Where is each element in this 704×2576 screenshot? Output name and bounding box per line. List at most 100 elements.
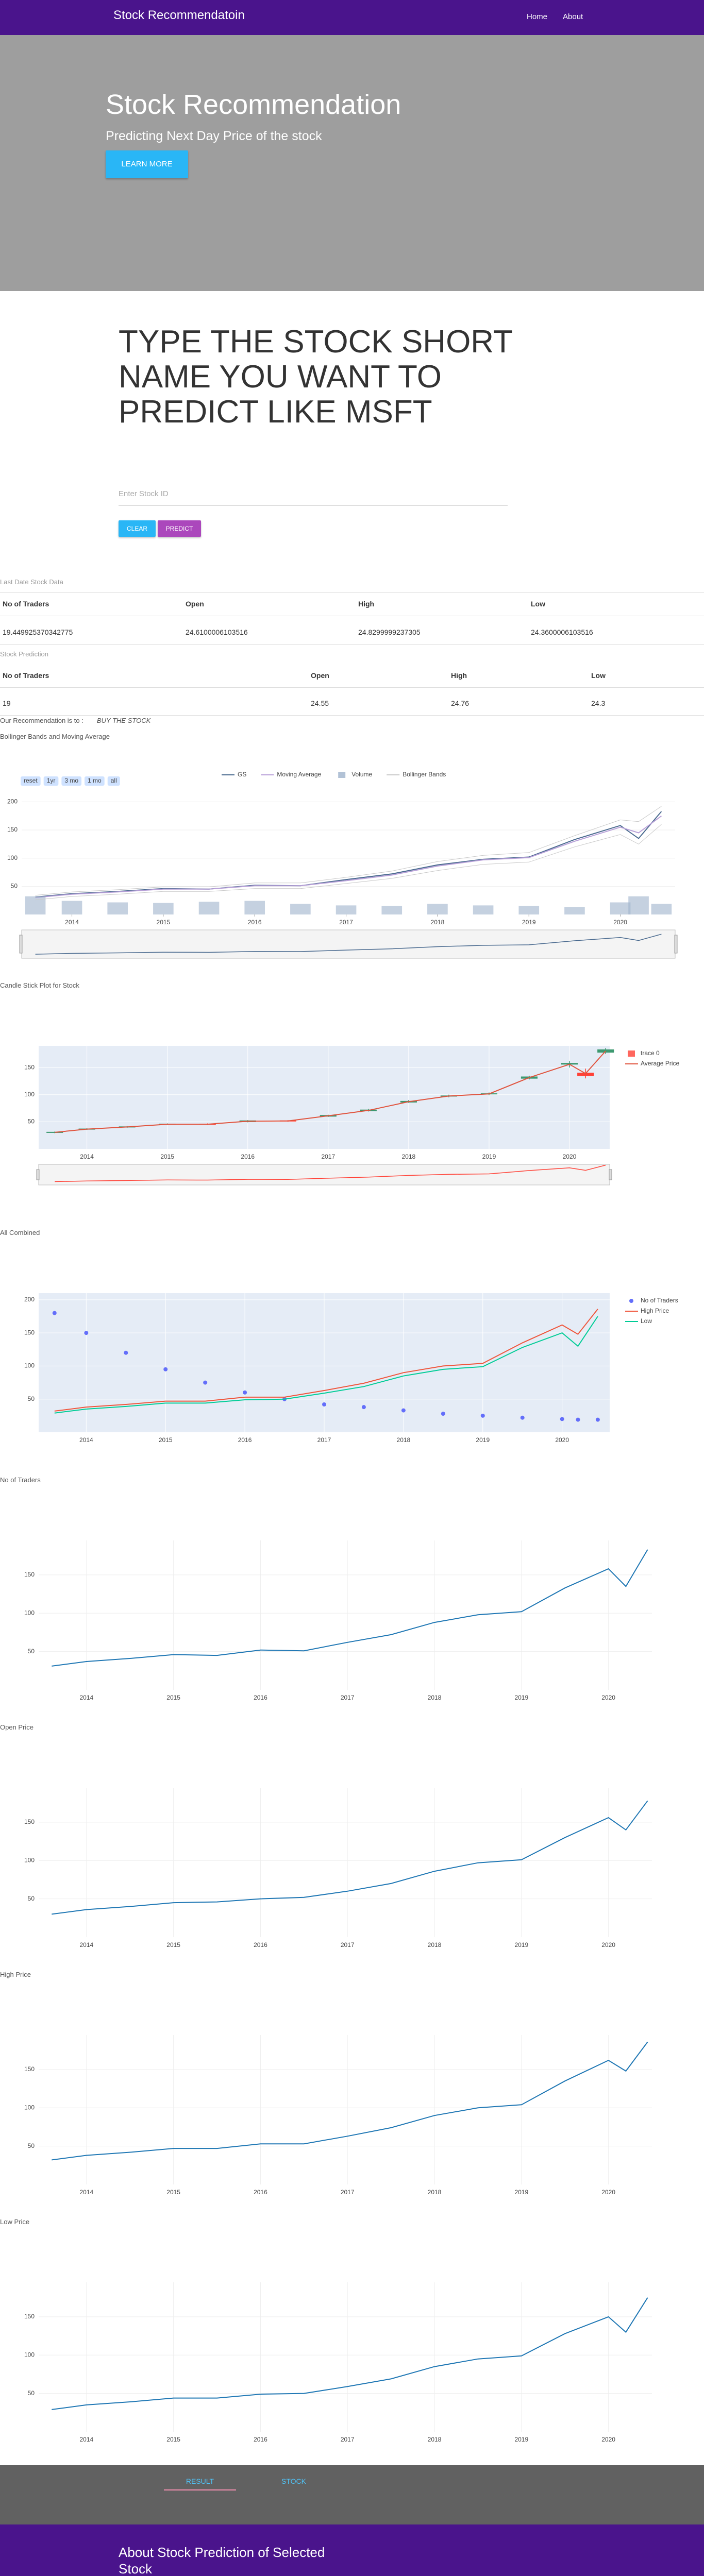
x-tick-label: 2015 xyxy=(157,919,171,926)
footer-link[interactable]: RESULT xyxy=(164,2477,236,2490)
x-tick-label: 2014 xyxy=(79,1436,93,1444)
hero-title: Stock Recommendation xyxy=(106,89,401,120)
legend-label[interactable]: Average Price xyxy=(641,1060,679,1067)
x-tick-label: 2020 xyxy=(613,919,627,926)
table-row: 19.449925370342775 24.6100006103516 24.8… xyxy=(0,621,704,645)
legend-label[interactable]: GS xyxy=(238,771,246,778)
y-tick-label: 50 xyxy=(11,883,18,890)
range-button[interactable]: 1 mo xyxy=(85,776,105,786)
x-tick-label: 2016 xyxy=(241,1153,255,1160)
legend-label[interactable]: Moving Average xyxy=(277,771,321,778)
y-tick-label: 100 xyxy=(24,1091,35,1098)
marker xyxy=(52,1311,57,1315)
line xyxy=(35,811,662,898)
x-tick-label: 2020 xyxy=(601,2436,615,2443)
chart-title: Bollinger Bands and Moving Average xyxy=(0,733,110,740)
slider-handle[interactable] xyxy=(674,935,678,954)
x-tick-label: 2015 xyxy=(160,1153,174,1160)
brand[interactable]: Stock Recommendatoin xyxy=(113,8,245,22)
x-tick-label: 2018 xyxy=(428,1941,442,1948)
chart-title: All Combined xyxy=(0,1229,40,1236)
learn-more-button[interactable]: LEARN MORE xyxy=(106,150,188,178)
stock-input[interactable]: Enter Stock ID xyxy=(119,489,508,505)
bar xyxy=(290,904,311,914)
slider-handle[interactable] xyxy=(36,1169,40,1180)
y-tick-label: 100 xyxy=(24,1609,35,1616)
x-tick-label: 2016 xyxy=(238,1436,252,1444)
x-tick-label: 2016 xyxy=(254,1941,267,1948)
x-tick-label: 2014 xyxy=(79,2189,93,2196)
y-tick-label: 150 xyxy=(24,1063,35,1071)
x-tick-label: 2020 xyxy=(601,2189,615,2196)
x-tick-label: 2017 xyxy=(341,2436,355,2443)
marker xyxy=(480,1413,485,1418)
x-tick-label: 2016 xyxy=(254,2436,267,2443)
marker xyxy=(163,1367,168,1371)
cell: 24.6100006103516 xyxy=(186,628,248,636)
marker xyxy=(520,1415,525,1420)
y-tick-label: 150 xyxy=(24,1571,35,1578)
y-tick-label: 50 xyxy=(28,2389,35,2397)
legend-label[interactable]: No of Traders xyxy=(641,1297,678,1304)
plot-background xyxy=(39,1046,610,1149)
range-button[interactable]: reset xyxy=(21,776,41,786)
header-cell: Low xyxy=(531,600,545,608)
bar xyxy=(153,903,174,914)
line xyxy=(52,2297,648,2410)
form-heading: TYPE THE STOCK SHORT NAME YOU WANT TO PR… xyxy=(119,324,512,430)
table-header: No of Traders Open High Low xyxy=(0,592,704,616)
header-cell: Open xyxy=(186,600,204,608)
chart-title: No of Traders xyxy=(0,1476,41,1484)
x-tick-label: 2014 xyxy=(79,2436,93,2443)
bar xyxy=(518,906,540,914)
legend-label[interactable]: Low xyxy=(641,1317,652,1325)
legend-label[interactable]: Volume xyxy=(351,771,372,778)
x-tick-label: 2018 xyxy=(428,1694,442,1701)
chart: 50 100 150 2014 2015 2016 2017 2018 2019 2020 xyxy=(24,1788,652,1948)
x-tick-label: 2018 xyxy=(428,2189,442,2196)
range-button[interactable]: 3 mo xyxy=(61,776,82,786)
range-button-label: reset xyxy=(24,777,38,784)
range-button[interactable]: 1yr xyxy=(43,776,59,786)
legend-label[interactable]: High Price xyxy=(641,1307,669,1314)
nav-link[interactable]: Home xyxy=(527,12,548,21)
x-tick-label: 2017 xyxy=(341,1694,355,1701)
y-tick-label: 150 xyxy=(24,2065,35,2073)
x-tick-label: 2019 xyxy=(476,1436,490,1444)
range-button-label: all xyxy=(111,777,117,784)
y-tick-label: 100 xyxy=(24,1362,35,1369)
x-tick-label: 2018 xyxy=(402,1153,416,1160)
x-tick-label: 2020 xyxy=(601,1941,615,1948)
chart-title: Open Price xyxy=(0,1723,34,1731)
plot-background xyxy=(22,793,675,914)
cell: 24.3 xyxy=(591,699,606,707)
range-button-label: 1yr xyxy=(47,777,56,784)
legend-label[interactable]: Bollinger Bands xyxy=(403,771,446,778)
predict-button[interactable]: PREDICT xyxy=(158,520,201,537)
range-button[interactable]: all xyxy=(107,776,120,786)
bar xyxy=(628,896,649,914)
y-tick-label: 50 xyxy=(28,1648,35,1655)
slider-handle[interactable] xyxy=(19,935,23,954)
recommendation-value: BUY THE STOCK xyxy=(97,717,151,724)
line xyxy=(52,1549,648,1667)
navbar xyxy=(0,0,704,35)
range-button-label: 1 mo xyxy=(88,777,102,784)
bar xyxy=(107,902,128,914)
range-slider xyxy=(38,1164,610,1185)
x-tick-label: 2017 xyxy=(341,2189,355,2196)
nav-link[interactable]: About xyxy=(563,12,583,21)
bar xyxy=(427,904,448,914)
legend-label[interactable]: trace 0 xyxy=(641,1049,660,1057)
slider-handle[interactable] xyxy=(609,1169,612,1180)
y-tick-label: 50 xyxy=(28,1395,35,1402)
clear-button[interactable]: CLEAR xyxy=(119,520,156,537)
marker xyxy=(595,1417,600,1422)
chart: 50 100 150 2014 2015 2016 2017 2018 2019 2020 xyxy=(24,2035,652,2196)
y-tick-label: 100 xyxy=(24,1856,35,1863)
footer-link[interactable]: STOCK xyxy=(281,2477,306,2485)
bar xyxy=(381,906,403,914)
bar xyxy=(336,905,357,914)
range-button-bg xyxy=(107,776,120,786)
x-tick-label: 2020 xyxy=(563,1153,577,1160)
